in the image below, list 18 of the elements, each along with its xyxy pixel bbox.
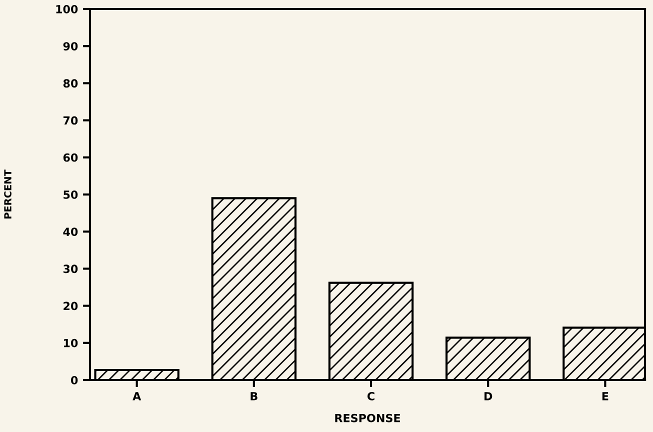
y-tick-label: 90 (63, 42, 78, 50)
y-tick-label: 20 (64, 302, 78, 310)
y-tick-label: 50 (64, 190, 78, 199)
y-tick-label: 80 (63, 79, 78, 88)
y-tick-label: 60 (63, 153, 78, 162)
x-tick-label: B (250, 392, 258, 400)
y-tick-label: 40 (63, 228, 78, 236)
y-tick-label: 100 (56, 4, 78, 14)
y-tick-label: 70 (63, 116, 78, 125)
x-tick-label: A (132, 392, 142, 400)
y-tick-label: 10 (64, 338, 78, 348)
x-tick-label: E (602, 392, 608, 400)
x-tick-label: D (484, 392, 492, 400)
y-tick-label: 30 (63, 264, 78, 274)
x-tick-label: C (367, 392, 374, 400)
y-tick-label: 0 (70, 376, 78, 384)
y-axis-title: PERCENT (4, 170, 12, 219)
x-axis-title: RESPONSE (335, 414, 400, 422)
